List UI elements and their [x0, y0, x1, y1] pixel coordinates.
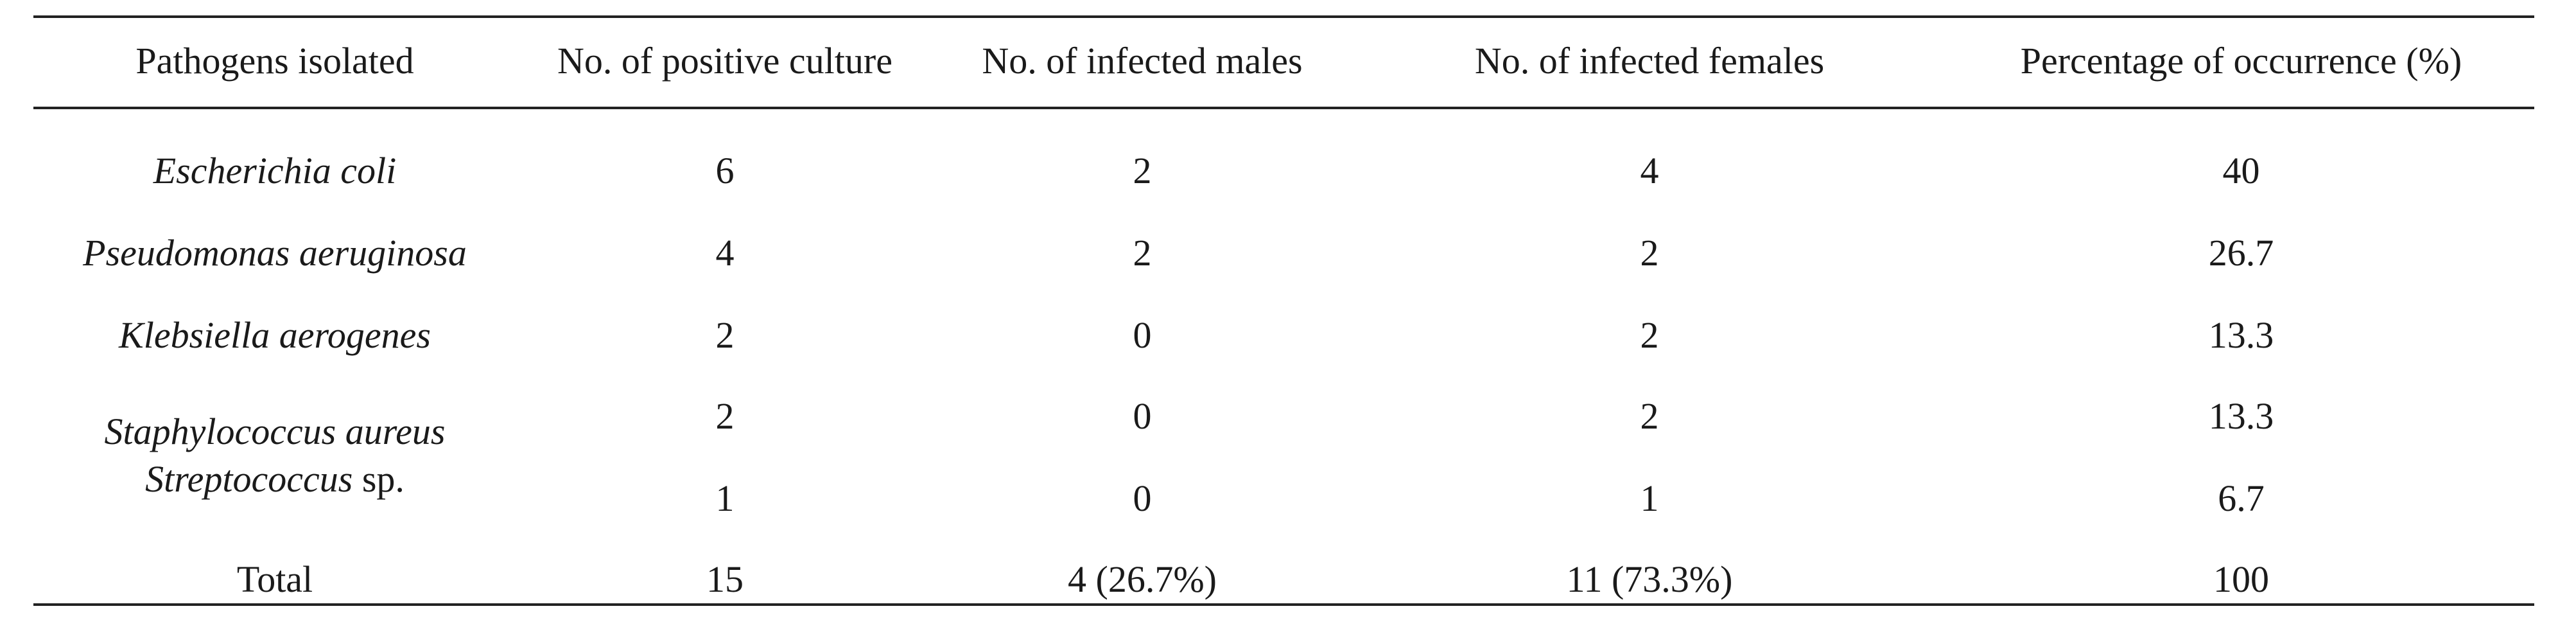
pathogen-name: Escherichia coli — [153, 150, 397, 191]
table-row: 1 0 1 6.7 — [33, 460, 2534, 537]
percentage-value: 40 — [2222, 150, 2260, 191]
pathogen-name: Pseudomonas aeruginosa — [83, 232, 467, 274]
infected-females-value: 2 — [1640, 395, 1659, 437]
infected-males-value: 0 — [1133, 477, 1152, 519]
infected-females-value: 2 — [1640, 314, 1659, 356]
pathogen-suffix: sp. — [361, 458, 405, 500]
percentage-value: 26.7 — [2208, 232, 2274, 274]
infected-males-value: 2 — [1133, 232, 1152, 274]
total-infected-males: 4 (26.7%) — [1068, 558, 1217, 600]
infected-females-value: 4 — [1640, 150, 1659, 191]
table-bottom-rule — [33, 603, 2534, 606]
infected-females-value: 2 — [1640, 232, 1659, 274]
positive-culture-value: 4 — [715, 232, 735, 274]
table-row: Escherichia coli 6 2 4 40 — [33, 132, 2534, 209]
pathogen-name-streptococcus: Streptococcus sp. — [33, 456, 516, 502]
pathogen-name: Klebsiella aerogenes — [119, 314, 431, 356]
pathogen-name: Staphylococcus aureus — [104, 411, 446, 452]
percentage-value: 13.3 — [2208, 314, 2274, 356]
infected-females-value: 1 — [1640, 477, 1659, 519]
header-percentage: Percentage of occurrence (%) — [2020, 40, 2462, 82]
table-header-rule — [33, 107, 2534, 109]
table-row: Pseudomonas aeruginosa 4 2 2 26.7 — [33, 215, 2534, 292]
infected-males-value: 0 — [1133, 395, 1152, 437]
table-row: Klebsiella aerogenes 2 0 2 13.3 — [33, 297, 2534, 374]
table-row: 2 0 2 13.3 — [33, 378, 2534, 455]
positive-culture-value: 2 — [715, 395, 735, 437]
positive-culture-value: 6 — [715, 150, 735, 191]
header-pathogens: Pathogens isolated — [135, 40, 414, 82]
header-infected-males: No. of infected males — [982, 40, 1303, 82]
header-infected-females: No. of infected females — [1474, 40, 1825, 82]
total-label: Total — [236, 558, 313, 600]
positive-culture-value: 2 — [715, 314, 735, 356]
infected-males-value: 0 — [1133, 314, 1152, 356]
table-top-rule — [33, 15, 2534, 18]
infected-males-value: 2 — [1133, 150, 1152, 191]
header-positive-culture: No. of positive culture — [557, 40, 892, 82]
pathogen-genus: Streptococcus — [145, 458, 353, 500]
table-header-row: Pathogens isolated No. of positive cultu… — [33, 22, 2534, 100]
total-percentage: 100 — [2213, 558, 2269, 600]
total-positive-culture: 15 — [706, 558, 744, 600]
total-infected-females: 11 (73.3%) — [1566, 558, 1733, 600]
table-total-row: Total 15 4 (26.7%) 11 (73.3%) 100 — [33, 541, 2534, 618]
percentage-value: 13.3 — [2208, 395, 2274, 437]
percentage-value: 6.7 — [2218, 477, 2265, 519]
positive-culture-value: 1 — [715, 477, 735, 519]
